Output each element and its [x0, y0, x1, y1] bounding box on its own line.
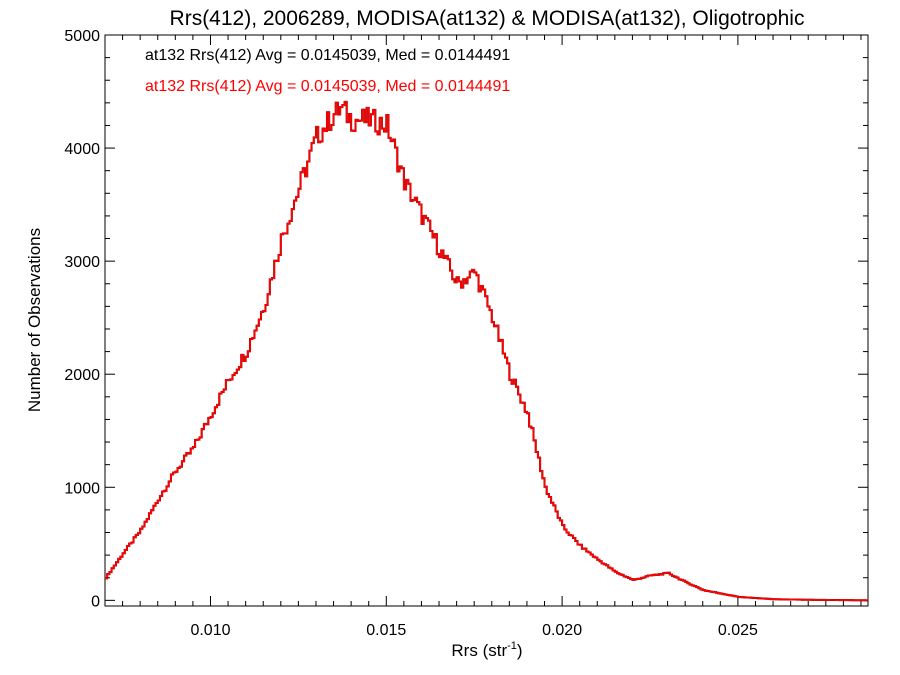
annotation-black: at132 Rrs(412) Avg = 0.0145039, Med = 0.…: [145, 47, 510, 64]
x-tick-label: 0.010: [190, 622, 230, 639]
y-tick-label: 3000: [64, 254, 100, 271]
y-tick-label: 2000: [64, 367, 100, 384]
y-tick-label: 1000: [64, 480, 100, 497]
x-axis-label-superscript: -1: [507, 640, 517, 652]
x-tick-label: 0.025: [718, 622, 758, 639]
series-group: [105, 100, 869, 602]
x-axis-label-end: ): [517, 641, 523, 660]
chart-title: Rrs(412), 2006289, MODISA(at132) & MODIS…: [170, 7, 805, 30]
plot-frame: [104, 34, 869, 607]
y-tick-label: 0: [91, 593, 100, 610]
y-axis-ticks: 0 1000 2000 3000 4000 5000: [64, 28, 868, 610]
x-axis-label-main: Rrs (str: [451, 641, 507, 660]
y-tick-label: 5000: [64, 28, 100, 45]
x-axis-ticks: 0.010 0.015 0.020 0.025: [122, 35, 862, 639]
x-tick-label: 0.015: [366, 622, 406, 639]
x-axis-label: Rrs (str-1): [451, 640, 522, 660]
histogram-line-black: [105, 100, 869, 602]
histogram-line-red: [105, 100, 869, 602]
y-tick-label: 4000: [64, 141, 100, 158]
y-axis-label: Number of Observations: [25, 228, 44, 412]
x-tick-label: 0.020: [542, 622, 582, 639]
annotation-red: at132 Rrs(412) Avg = 0.0145039, Med = 0.…: [145, 78, 510, 95]
